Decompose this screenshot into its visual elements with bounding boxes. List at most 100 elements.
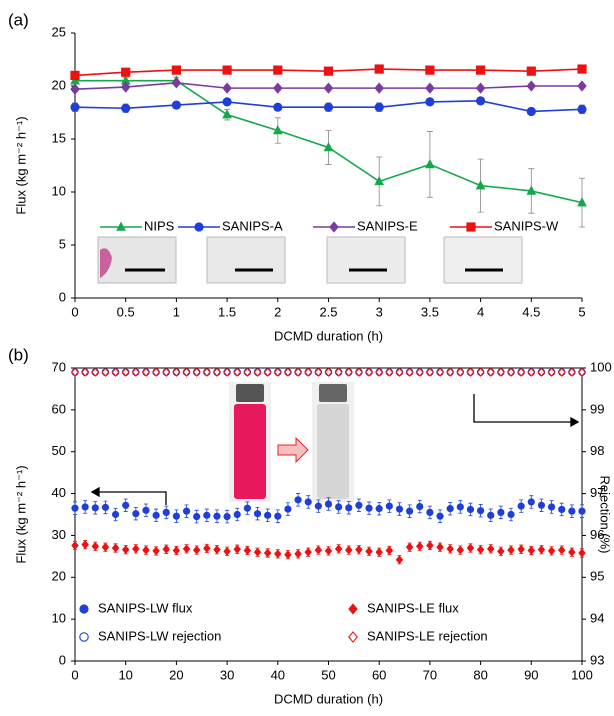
data-point: [121, 103, 131, 113]
y2-tick-label: 95: [590, 569, 604, 584]
data-point: [577, 104, 587, 114]
data-point: [253, 367, 262, 377]
legend-marker: [348, 631, 358, 643]
x-tick-label: 0: [71, 667, 78, 682]
data-point: [253, 547, 262, 557]
legend-label: SANIPS-LW rejection: [98, 628, 221, 643]
x-tick-label: 60: [372, 667, 386, 682]
y-tick-label: 30: [52, 527, 66, 542]
y-tick-label: 20: [52, 569, 66, 584]
data-point: [132, 510, 140, 518]
arrows-b: [90, 394, 580, 505]
data-point: [466, 367, 475, 377]
data-point: [131, 367, 140, 377]
y2-tick-label: 97: [590, 485, 604, 500]
legend-label: SANIPS-E: [357, 218, 418, 233]
y-tick-label: 25: [52, 24, 66, 39]
x-axis-label: DCMD duration (h): [274, 691, 383, 706]
data-point: [171, 77, 182, 89]
x-tick-label: 0: [71, 304, 78, 319]
x-tick-label: 1: [173, 304, 180, 319]
y-tick-label: 10: [52, 183, 66, 198]
data-point: [476, 545, 485, 555]
data-point: [374, 175, 385, 186]
data-point: [475, 82, 486, 94]
data-point: [527, 367, 536, 377]
data-point: [192, 545, 201, 555]
data-point: [202, 367, 211, 377]
data-point: [426, 541, 434, 550]
legend-marker: [194, 222, 204, 232]
legend-label: NIPS: [144, 218, 175, 233]
data-point: [152, 367, 161, 377]
data-point: [578, 507, 586, 515]
data-point: [395, 505, 404, 513]
data-point: [323, 142, 334, 152]
data-point: [70, 83, 80, 95]
data-point: [385, 502, 393, 510]
y-tick-label: 5: [59, 236, 66, 251]
y2-tick-label: 93: [590, 652, 604, 667]
y-axis-label: Flux (kg m⁻² h⁻¹): [13, 116, 28, 214]
x-tick-label: 0.5: [117, 304, 135, 319]
data-point: [425, 158, 435, 169]
data-point: [507, 367, 515, 377]
data-point: [517, 502, 525, 510]
data-point: [344, 367, 353, 377]
y-tick-label: 40: [52, 485, 66, 500]
y-axis-label: Flux (kg m⁻² h⁻¹): [13, 465, 28, 563]
data-point: [547, 546, 556, 556]
data-point: [222, 65, 232, 75]
data-point: [436, 367, 444, 377]
data-point: [162, 544, 170, 554]
data-point: [496, 367, 505, 377]
y-tick-label: 70: [52, 359, 66, 374]
data-point: [71, 541, 79, 550]
x-tick-label: 100: [571, 667, 593, 682]
data-point: [355, 367, 363, 377]
x-tick-label: 4.5: [522, 304, 540, 319]
data-point: [294, 549, 302, 559]
data-point: [121, 367, 130, 377]
data-point: [193, 512, 201, 521]
data-point: [456, 503, 464, 511]
data-point: [91, 367, 100, 377]
data-point: [243, 504, 251, 512]
data-point: [304, 367, 313, 377]
data-point: [122, 501, 130, 509]
data-point: [70, 102, 80, 112]
data-point: [121, 67, 131, 77]
data-point: [526, 66, 536, 76]
data-point: [578, 367, 586, 377]
data-point: [335, 503, 343, 511]
data-point: [507, 510, 515, 519]
x-tick-label: 1.5: [218, 304, 236, 319]
data-point: [263, 367, 272, 377]
data-point: [425, 65, 435, 75]
data-point: [436, 512, 444, 520]
data-point: [547, 503, 556, 511]
x-tick-label: 3: [376, 304, 383, 319]
data-point: [233, 544, 241, 554]
data-point: [547, 367, 556, 377]
data-point: [416, 541, 424, 551]
data-point: [304, 547, 312, 557]
data-point: [314, 545, 323, 555]
y2-axis-label: Rejection (%): [598, 475, 613, 553]
inset-vials-b: [229, 382, 354, 502]
data-point: [365, 367, 373, 377]
data-point: [416, 502, 424, 511]
data-point: [466, 505, 475, 514]
data-point: [91, 504, 99, 512]
data-point: [405, 542, 414, 552]
data-point: [294, 367, 302, 377]
data-point: [222, 82, 232, 94]
data-point: [486, 367, 495, 377]
data-point: [274, 549, 282, 559]
data-point: [355, 545, 363, 555]
y-tick-label: 0: [59, 652, 66, 667]
data-point: [142, 545, 150, 555]
inset-photos-a: [97, 236, 523, 284]
data-point: [577, 197, 587, 207]
data-point: [223, 546, 231, 556]
